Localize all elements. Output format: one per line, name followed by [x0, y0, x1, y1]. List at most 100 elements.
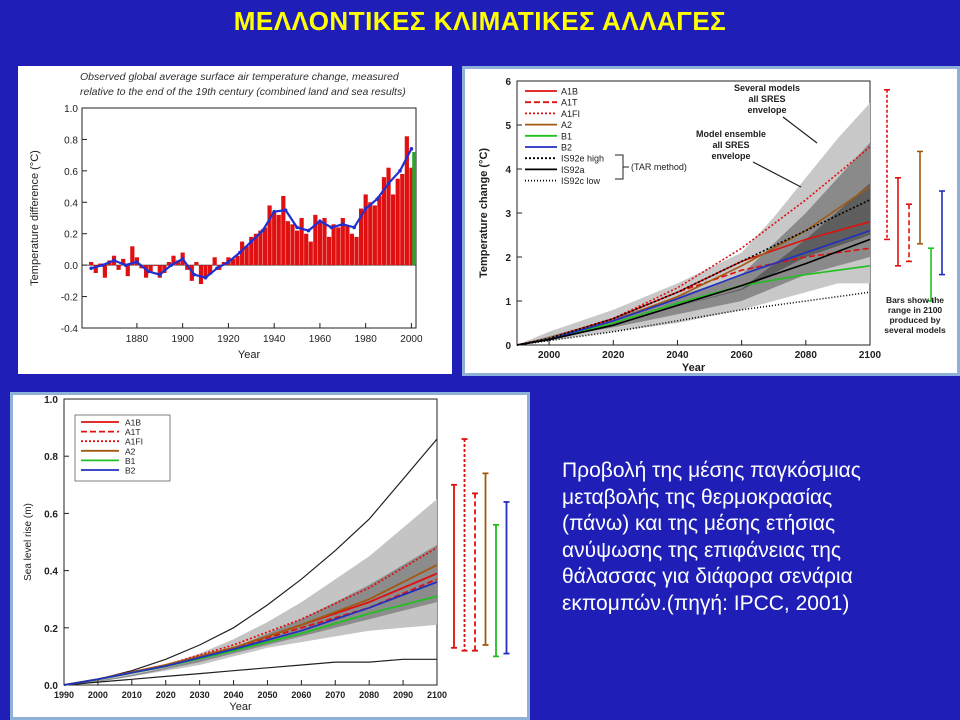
temperature-bar [372, 205, 377, 266]
temperature-bar [395, 178, 400, 266]
temperature-bar [336, 227, 341, 266]
temperature-bar [175, 260, 181, 266]
x-tick-label: 1990 [54, 690, 74, 700]
temperature-projection-svg: 0 1 2 3 4 5 6 2000 2020 2040 2060 2080 2100 Year Tempe… [478, 77, 946, 373]
smoothed-point [157, 272, 162, 277]
x-tick-label: 2060 [731, 350, 754, 361]
envelope-upper-line [63, 438, 438, 686]
series-line [516, 238, 871, 346]
temperature-bar [358, 208, 364, 266]
temperature-projection-chart: 0 1 2 3 4 5 6 2000 2020 2040 2060 2080 2100 Year Tempe… [462, 66, 960, 376]
x-tick-label: 2040 [224, 690, 244, 700]
legend-label: A2 [561, 120, 572, 130]
legend-note: (TAR method) [631, 162, 687, 172]
series-line [63, 546, 438, 686]
x-tick-label: 2000 [88, 690, 108, 700]
smoothed-point [398, 169, 402, 173]
temperature-bar [212, 257, 217, 266]
caption-line: μεταβολής της θερμοκρασίας [562, 485, 833, 509]
temperature-bar [116, 265, 121, 270]
x-tick-label: 2070 [325, 690, 345, 700]
y-tick-label: 4 [505, 165, 511, 176]
x-tick-label: 2080 [795, 350, 818, 361]
legend-label: B1 [125, 456, 136, 466]
legend-label: B1 [561, 131, 572, 141]
x-axis-label: Year [229, 701, 252, 713]
temperature-bar [363, 194, 368, 266]
y-tick-label: -0.2 [61, 293, 79, 304]
legend-label: IS92c low [561, 176, 601, 186]
x-tick-label: 2080 [359, 690, 379, 700]
smoothed-point [146, 269, 151, 274]
temperature-bar [404, 136, 409, 266]
temperature-bar [208, 265, 213, 275]
x-tick-label: 2020 [156, 690, 176, 700]
annotation-arrow [782, 116, 818, 144]
smoothed-point [318, 219, 322, 223]
y-tick-label: 0.4 [44, 567, 58, 578]
temperature-bar [171, 255, 176, 266]
x-axis-label: Year [238, 349, 261, 361]
temperature-bar [253, 233, 258, 266]
smoothed-point [100, 263, 105, 267]
sea-level-projection-chart: 0.0 0.2 0.4 0.6 0.8 1.0 1990 2000 2010 2020 2030 20… [10, 392, 530, 720]
temperature-bar [409, 167, 414, 266]
y-tick-label: 0.2 [44, 624, 58, 635]
smoothed-point [295, 225, 299, 230]
annotation-line: several models [884, 325, 946, 335]
annotation-line: produced by [889, 315, 940, 325]
smoothed-point [238, 250, 242, 255]
temperature-bar [262, 227, 268, 266]
smoothed-point [329, 225, 334, 230]
smoothed-point [203, 275, 208, 280]
smoothed-point [192, 272, 196, 277]
annotation-line: envelope [747, 105, 786, 115]
temperature-bar [276, 214, 281, 266]
y-tick-label: 0.6 [64, 167, 78, 178]
temperature-bar [377, 196, 382, 266]
annotation-arrow [752, 161, 802, 188]
x-tick-label: 2040 [666, 350, 689, 361]
legend-label: IS92e high [561, 154, 604, 164]
observed-temperature-chart: Observed global average surface air temp… [18, 66, 452, 374]
x-tick-label: 2060 [291, 690, 311, 700]
smoothed-point [386, 181, 391, 186]
legend-label: IS92a [561, 165, 585, 175]
temperature-bar [235, 255, 240, 266]
x-tick-label: 1980 [355, 334, 378, 345]
annotation-line: envelope [711, 151, 750, 161]
legend-label: A1T [125, 427, 141, 437]
smoothed-point [215, 266, 219, 271]
series-line [516, 291, 871, 346]
annotation-line: Bars show the [886, 295, 944, 305]
temperature-bar [349, 233, 355, 266]
x-tick-label: 1880 [126, 334, 149, 345]
x-tick-label: 2090 [393, 690, 413, 700]
annotation-line: all SRES [748, 94, 785, 104]
caption: Προβολή της μέσης παγκόσμιας μεταβολής τ… [562, 458, 954, 617]
x-tick-label: 1960 [309, 334, 332, 345]
temperature-bar [381, 177, 387, 266]
temperature-bar [194, 262, 199, 266]
x-tick-label: 2000 [538, 350, 561, 361]
temperature-bar [354, 236, 359, 266]
y-tick-label: 0.4 [64, 198, 78, 209]
y-tick-label: 2 [505, 253, 511, 264]
temperature-bar [162, 265, 167, 273]
y-axis-label: Temperature change (°C) [478, 148, 490, 278]
smoothed-point [352, 225, 357, 230]
temperature-bar [130, 246, 135, 266]
y-tick-label: 6 [505, 77, 511, 88]
x-tick-label: 2050 [257, 690, 277, 700]
y-tick-label: 0.0 [64, 261, 78, 272]
temperature-bar [322, 218, 327, 266]
temperature-bar [185, 265, 190, 270]
legend-label: A1FI [561, 109, 580, 119]
temperature-bar [143, 265, 149, 278]
legend-label: A1B [125, 418, 141, 428]
x-tick-label: 2030 [190, 690, 210, 700]
temperature-bar [317, 221, 323, 266]
smoothed-point [272, 209, 276, 214]
temperature-bar [326, 236, 332, 266]
y-tick-label: 1 [505, 297, 511, 308]
